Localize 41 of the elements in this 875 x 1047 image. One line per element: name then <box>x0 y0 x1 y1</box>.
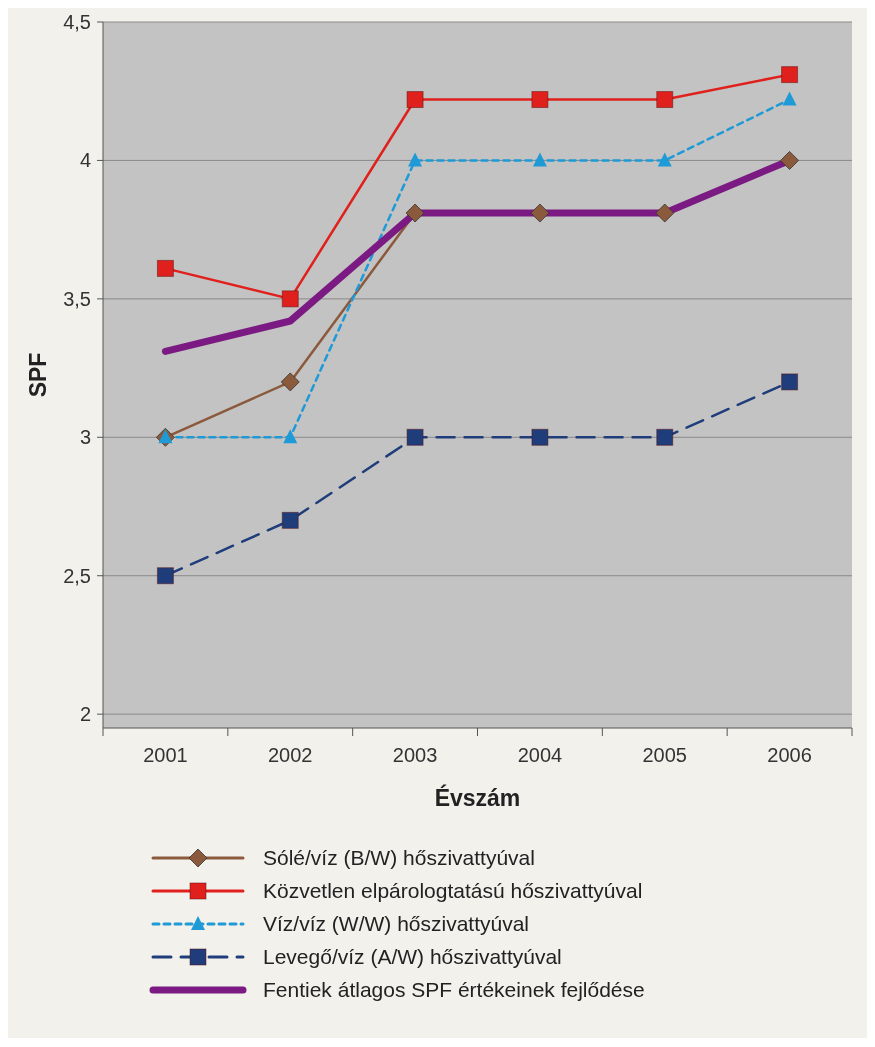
point <box>531 91 549 109</box>
point <box>530 203 550 223</box>
y-tick-label: 2 <box>79 703 91 726</box>
point <box>405 203 425 223</box>
point <box>781 373 799 391</box>
point <box>782 91 797 106</box>
point <box>281 290 299 308</box>
x-tick-label: 2006 <box>767 744 812 766</box>
legend-label: Levegő/víz (A/W) hőszivattyúval <box>263 945 562 969</box>
point <box>283 429 298 444</box>
x-tick-label: 2005 <box>642 744 687 766</box>
x-tick-label: 2003 <box>392 744 438 766</box>
point <box>408 152 423 167</box>
x-tick-label: 2002 <box>268 744 313 766</box>
y-tick-label: 2,5 <box>63 564 91 587</box>
legend-label: Sólé/víz (B/W) hőszivattyúval <box>263 846 535 870</box>
y-tick-label: 4,5 <box>63 11 91 33</box>
point <box>156 567 174 585</box>
x-axis-title: Évszám <box>434 784 521 811</box>
point <box>281 511 299 529</box>
point <box>531 428 549 446</box>
point <box>780 151 799 170</box>
y-tick-label: 3 <box>79 426 91 449</box>
point <box>781 66 799 84</box>
point <box>156 259 174 277</box>
x-tick-label: 2001 <box>143 744 188 766</box>
legend-label: Víz/víz (W/W) hőszivattyúval <box>263 912 530 936</box>
legend-label: Közvetlen elpárologtatású hőszivattyúval <box>263 879 643 903</box>
point <box>280 372 300 392</box>
point <box>655 203 675 223</box>
x-tick-label: 2004 <box>517 744 563 766</box>
point <box>532 152 547 167</box>
point <box>406 91 424 109</box>
point <box>657 152 672 167</box>
legend-label: Fentiek átlagos SPF értékeinek fejlődése <box>263 978 645 1002</box>
point <box>406 428 424 446</box>
point <box>656 91 674 109</box>
y-tick-label: 3,5 <box>63 287 91 310</box>
y-tick-label: 4 <box>79 149 91 172</box>
y-axis-title: SPF <box>25 352 51 398</box>
point <box>656 428 674 446</box>
